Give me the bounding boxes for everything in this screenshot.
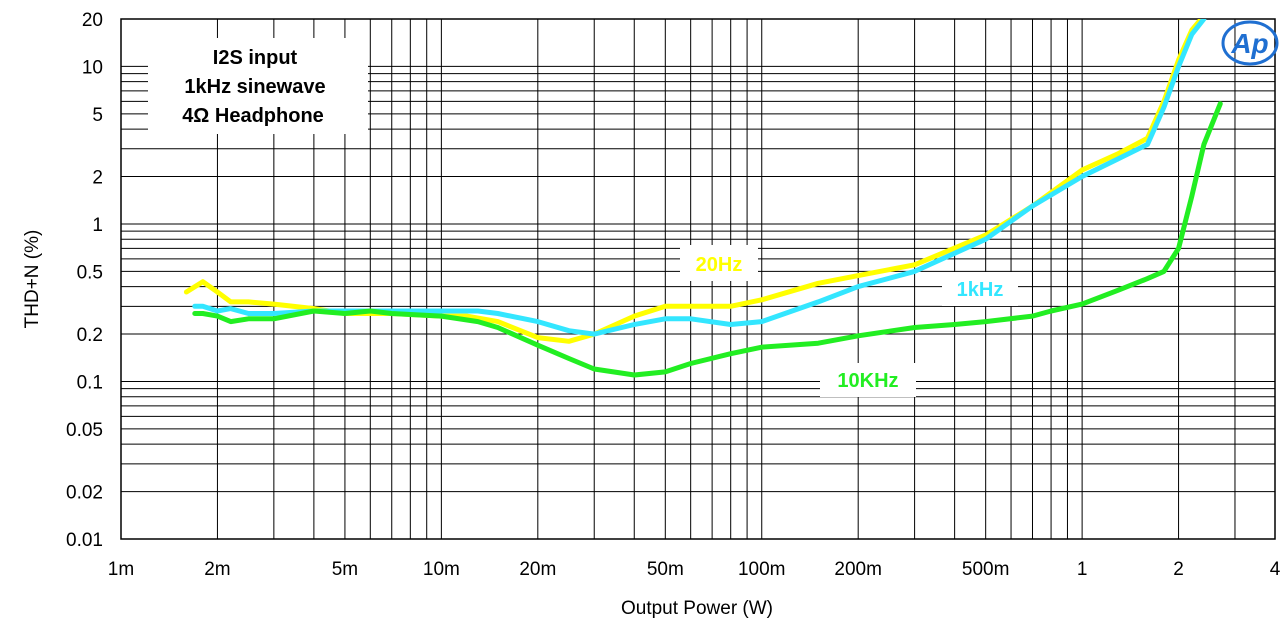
series-label-20hz: 20Hz bbox=[696, 254, 743, 276]
y-tick-label: 5 bbox=[92, 105, 103, 126]
y-tick-label: 0.02 bbox=[66, 483, 103, 504]
x-tick-label: 2 bbox=[1173, 559, 1184, 580]
series-label-1khz-group: 1kHz bbox=[942, 272, 1018, 306]
annotation-line-1: I2S input bbox=[213, 47, 298, 69]
x-tick-label: 1m bbox=[108, 559, 134, 580]
x-tick-label: 100m bbox=[738, 559, 786, 580]
series-line-10khz bbox=[192, 101, 1223, 378]
x-tick-label: 50m bbox=[647, 559, 684, 580]
x-tick-label: 4 bbox=[1270, 559, 1281, 580]
series-label-10khz: 10KHz bbox=[837, 370, 898, 392]
x-tick-label: 20m bbox=[519, 559, 556, 580]
y-tick-label: 0.5 bbox=[77, 262, 103, 283]
y-tick-label: 0.1 bbox=[77, 372, 103, 393]
y-tick-label: 10 bbox=[82, 57, 103, 78]
series-layer bbox=[183, 19, 1223, 378]
ap-logo: Ap bbox=[1221, 20, 1279, 66]
annotation-line-3: 4Ω Headphone bbox=[182, 105, 324, 127]
ap-logo-text: Ap bbox=[1230, 28, 1268, 59]
x-tick-label: 500m bbox=[962, 559, 1010, 580]
y-tick-label: 0.01 bbox=[66, 530, 103, 551]
series-label-1khz: 1kHz bbox=[957, 279, 1004, 301]
y-tick-labels: 20 10 5 2 1 0.5 0.2 0.1 0.05 0.02 0.01 bbox=[66, 10, 103, 551]
x-tick-label: 10m bbox=[423, 559, 460, 580]
x-tick-label: 1 bbox=[1077, 559, 1088, 580]
x-tick-label: 5m bbox=[332, 559, 358, 580]
y-tick-label: 0.05 bbox=[66, 420, 103, 441]
series-line-20hz bbox=[183, 19, 1205, 344]
y-tick-label: 2 bbox=[92, 168, 103, 189]
x-axis-label: Output Power (W) bbox=[621, 598, 773, 619]
y-axis-label: THD+N (%) bbox=[22, 230, 43, 329]
y-tick-label: 1 bbox=[92, 215, 103, 236]
x-tick-label: 2m bbox=[204, 559, 230, 580]
y-tick-label: 0.2 bbox=[77, 325, 103, 346]
annotation-box: I2S input 1kHz sinewave 4Ω Headphone bbox=[148, 38, 368, 134]
plot-frame bbox=[120, 18, 1276, 540]
y-tick-label: 20 bbox=[82, 10, 103, 31]
series-label-20hz-group: 20Hz bbox=[680, 245, 758, 281]
annotation-line-2: 1kHz sinewave bbox=[184, 76, 325, 98]
series-line-1khz bbox=[192, 19, 1207, 337]
x-tick-label: 200m bbox=[834, 559, 882, 580]
series-label-10khz-group: 10KHz bbox=[820, 363, 916, 397]
x-tick-labels: 1m 2m 5m 10m 20m 50m 100m 200m 500m 1 2 4 bbox=[108, 559, 1281, 580]
